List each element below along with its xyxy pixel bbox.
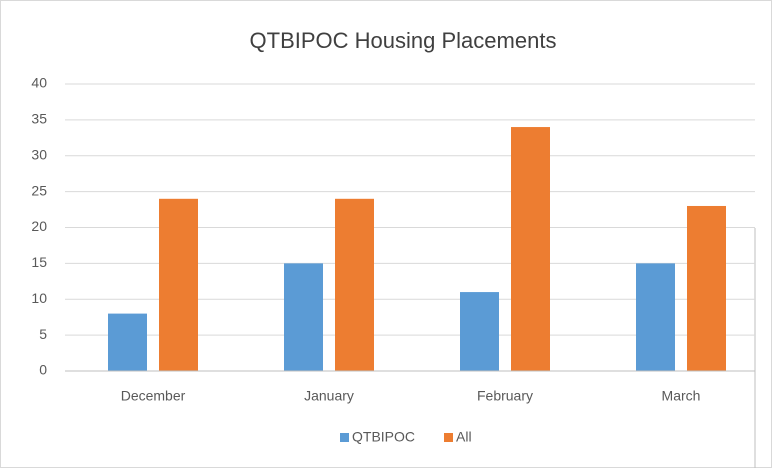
legend-label: All [456, 429, 472, 445]
x-tick-label: January [304, 388, 354, 404]
legend-label: QTBIPOC [352, 429, 415, 445]
x-tick-label: March [662, 388, 701, 404]
bar [108, 313, 147, 371]
y-tick-label: 35 [31, 111, 47, 127]
bar [284, 263, 323, 371]
legend-swatch [444, 433, 453, 442]
y-tick-label: 10 [31, 290, 47, 306]
y-tick-label: 20 [31, 218, 47, 234]
bar [460, 292, 499, 371]
x-tick-label: December [121, 388, 186, 404]
y-tick-label: 40 [31, 75, 47, 91]
y-tick-label: 15 [31, 254, 47, 270]
y-tick-label: 5 [39, 326, 47, 342]
chart-title: QTBIPOC Housing Placements [250, 28, 557, 53]
bar [159, 198, 198, 371]
bar [636, 263, 675, 371]
bar [335, 198, 374, 371]
x-tick-label: February [477, 388, 533, 404]
y-tick-label: 25 [31, 182, 47, 198]
y-tick-label: 30 [31, 146, 47, 162]
bar [511, 127, 550, 371]
legend-swatch [340, 433, 349, 442]
bar [687, 205, 726, 371]
y-tick-label: 0 [39, 362, 47, 378]
